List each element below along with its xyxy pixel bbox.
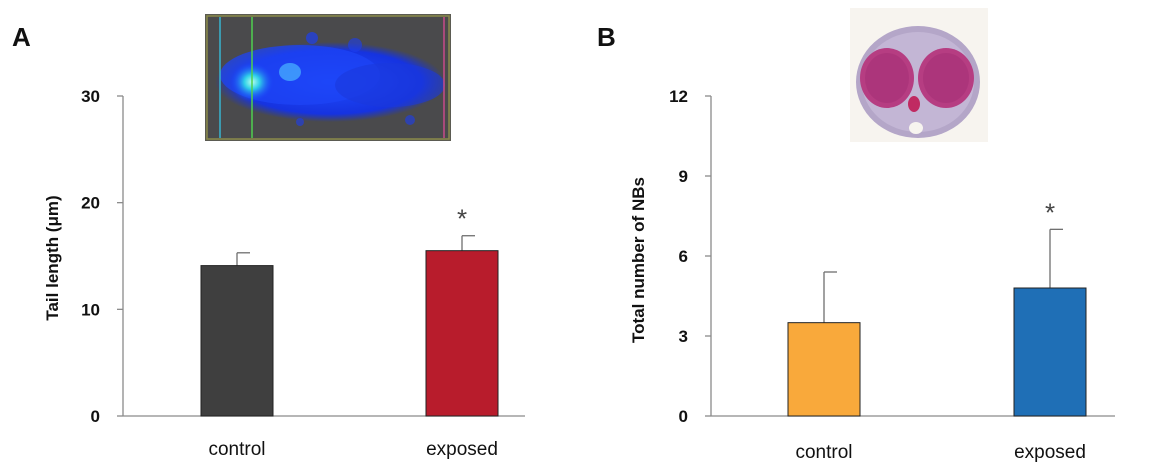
panel-b-y-axis-label: Total number of NBs [629, 177, 648, 343]
comet-assay-image [205, 14, 451, 141]
panel-a-bar-exposed [425, 250, 499, 417]
panel-b-y-tick-label: 9 [679, 167, 688, 186]
panel-a-y-tick-label: 0 [91, 407, 100, 426]
panel-b-category-label: exposed [1014, 442, 1086, 463]
panel-a-bar-control [200, 265, 274, 417]
panel-b-bar-control [787, 322, 861, 417]
panel-a-letter: A [12, 22, 31, 52]
panel-a-category-label: control [208, 439, 265, 460]
panel-a-axes: 0 10 20 30 [81, 87, 525, 426]
binucleated-cell-image [850, 8, 988, 142]
panel-b-significance-marker: * [1045, 197, 1055, 227]
panel-a: A [12, 14, 525, 460]
panel-a-y-axis-label: Tail length (μm) [43, 195, 62, 320]
panel-a-y-tick-label: 30 [81, 87, 100, 106]
panel-b-bars: control exposed * [787, 197, 1087, 463]
panel-a-y-tick-label: 10 [81, 300, 100, 319]
panel-a-y-tick-label: 20 [81, 194, 100, 213]
panel-b-y-tick-label: 6 [679, 247, 688, 266]
panel-b-y-tick-label: 3 [679, 327, 688, 346]
panel-b: B 0 3 6 9 12 control exposed * Total number of… [597, 8, 1115, 463]
panel-b-y-tick-label: 0 [679, 407, 688, 426]
panel-a-bars: control exposed * [200, 204, 499, 460]
panel-a-category-label: exposed [426, 439, 498, 460]
panel-a-significance-marker: * [457, 204, 467, 234]
panel-b-y-tick-label: 12 [669, 87, 688, 106]
panel-b-category-label: control [795, 442, 852, 463]
panel-b-bar-exposed [1013, 287, 1087, 417]
panel-b-letter: B [597, 22, 616, 52]
